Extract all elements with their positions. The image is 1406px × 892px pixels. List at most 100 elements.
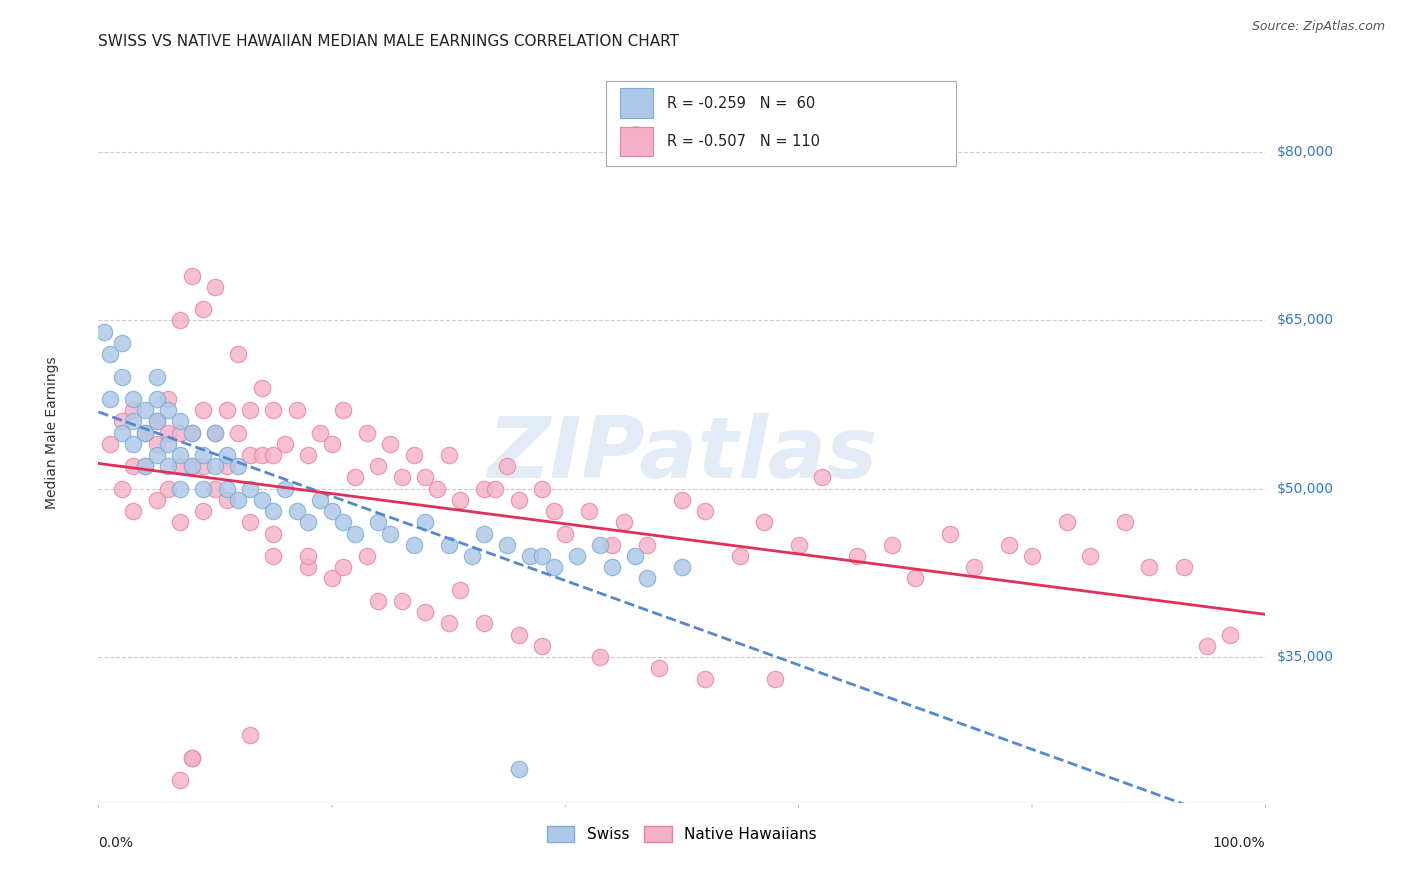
- Point: [215, 482, 238, 496]
- Point: [578, 504, 600, 518]
- Point: [613, 516, 636, 530]
- Point: [624, 549, 647, 563]
- Point: [250, 492, 273, 507]
- Point: [1173, 560, 1195, 574]
- Point: [262, 526, 284, 541]
- Point: [472, 616, 495, 631]
- Point: [169, 448, 191, 462]
- Point: [356, 549, 378, 563]
- Point: [437, 538, 460, 552]
- Point: [180, 459, 202, 474]
- Point: [1137, 560, 1160, 574]
- Point: [554, 526, 576, 541]
- Point: [111, 369, 134, 384]
- Point: [321, 571, 343, 585]
- Point: [530, 482, 553, 496]
- Point: [250, 448, 273, 462]
- Point: [204, 425, 226, 440]
- Point: [589, 538, 612, 552]
- Point: [449, 492, 471, 507]
- Point: [811, 470, 834, 484]
- Point: [193, 403, 215, 417]
- Point: [437, 616, 460, 631]
- Point: [122, 504, 145, 518]
- Text: SWISS VS NATIVE HAWAIIAN MEDIAN MALE EARNINGS CORRELATION CHART: SWISS VS NATIVE HAWAIIAN MEDIAN MALE EAR…: [98, 34, 679, 49]
- Legend: Swiss, Native Hawaiians: Swiss, Native Hawaiians: [541, 821, 823, 848]
- Text: $50,000: $50,000: [1277, 482, 1333, 496]
- Point: [880, 538, 903, 552]
- Point: [146, 414, 169, 428]
- Point: [146, 414, 169, 428]
- Point: [204, 280, 226, 294]
- Point: [356, 425, 378, 440]
- Point: [695, 504, 717, 518]
- Point: [146, 392, 169, 406]
- Text: Source: ZipAtlas.com: Source: ZipAtlas.com: [1251, 20, 1385, 33]
- Point: [402, 448, 425, 462]
- Point: [262, 403, 284, 417]
- Point: [146, 448, 169, 462]
- Point: [496, 459, 519, 474]
- Point: [157, 425, 180, 440]
- Text: Median Male Earnings: Median Male Earnings: [45, 356, 59, 509]
- Point: [939, 526, 962, 541]
- Point: [402, 538, 425, 552]
- Point: [122, 437, 145, 451]
- Point: [904, 571, 927, 585]
- Point: [367, 516, 389, 530]
- Point: [496, 538, 519, 552]
- Point: [846, 549, 869, 563]
- Point: [1219, 627, 1241, 641]
- Point: [134, 403, 156, 417]
- Point: [344, 526, 367, 541]
- Point: [695, 673, 717, 687]
- Point: [332, 516, 354, 530]
- Point: [530, 549, 553, 563]
- Point: [671, 560, 693, 574]
- Point: [472, 526, 495, 541]
- Point: [380, 437, 402, 451]
- Point: [157, 459, 180, 474]
- Point: [228, 492, 250, 507]
- Point: [111, 482, 134, 496]
- Point: [636, 538, 658, 552]
- Point: [180, 425, 202, 440]
- Point: [169, 482, 191, 496]
- Ellipse shape: [621, 127, 651, 156]
- Point: [193, 448, 215, 462]
- Point: [215, 403, 238, 417]
- Point: [787, 538, 810, 552]
- Point: [146, 369, 169, 384]
- Point: [262, 448, 284, 462]
- Point: [193, 504, 215, 518]
- Point: [193, 302, 215, 317]
- Point: [134, 459, 156, 474]
- Point: [380, 526, 402, 541]
- Point: [134, 425, 156, 440]
- Point: [647, 661, 669, 675]
- Point: [122, 403, 145, 417]
- Point: [1056, 516, 1078, 530]
- Point: [239, 516, 262, 530]
- Text: $35,000: $35,000: [1277, 650, 1333, 664]
- Point: [671, 492, 693, 507]
- Text: $65,000: $65,000: [1277, 313, 1334, 327]
- Point: [461, 549, 484, 563]
- Point: [204, 425, 226, 440]
- Point: [589, 650, 612, 665]
- Point: [122, 459, 145, 474]
- Point: [157, 437, 180, 451]
- Point: [180, 459, 202, 474]
- Point: [98, 437, 121, 451]
- Point: [600, 560, 623, 574]
- Point: [519, 549, 541, 563]
- Point: [413, 516, 436, 530]
- Point: [98, 392, 121, 406]
- Point: [1114, 516, 1136, 530]
- Point: [239, 403, 262, 417]
- Point: [215, 459, 238, 474]
- Point: [426, 482, 449, 496]
- Point: [180, 751, 202, 765]
- Point: [111, 414, 134, 428]
- Point: [321, 504, 343, 518]
